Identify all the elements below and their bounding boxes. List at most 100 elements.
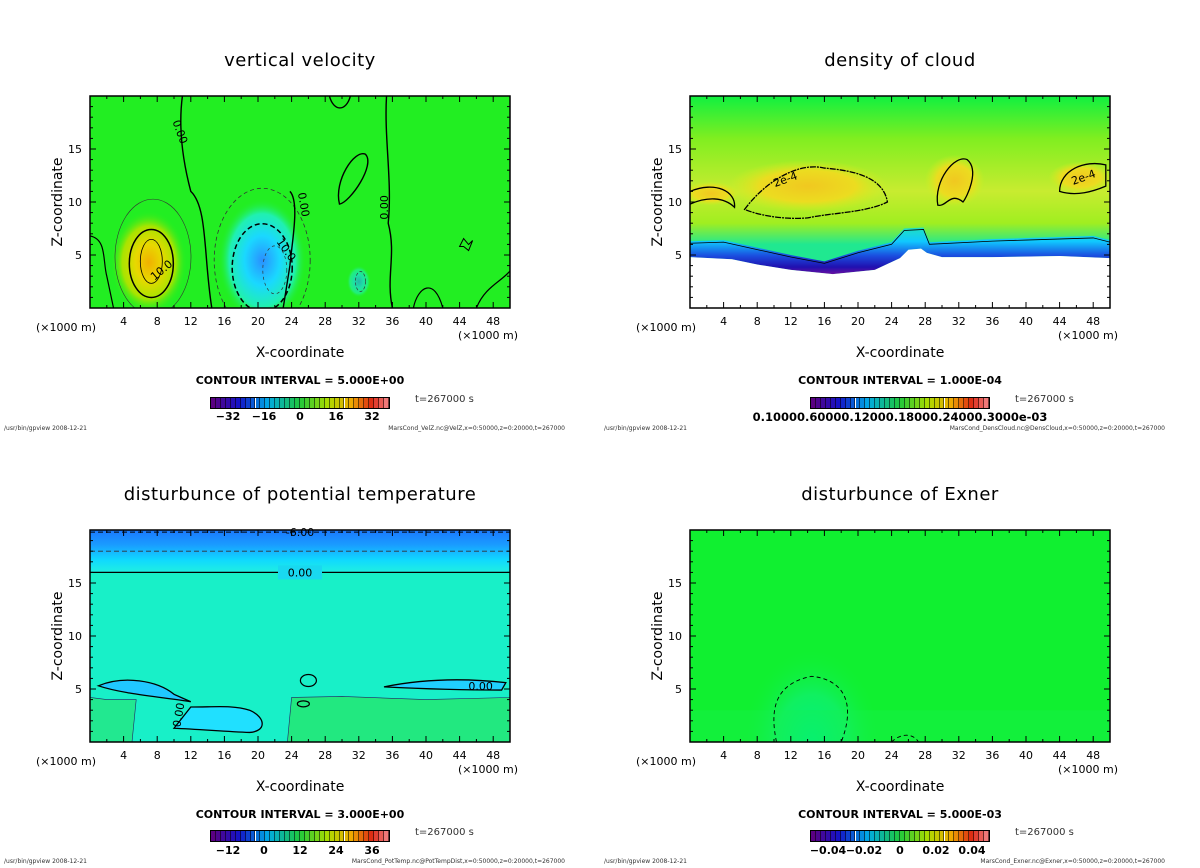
- plot-area: 0.00-6.000.000.004 8 12 16 20 24 28 32 36 40 44 485…: [36, 526, 518, 795]
- colorbar-swatch: [919, 831, 925, 841]
- colorbar-tick-label: 12: [292, 844, 308, 857]
- colorbar-swatch: [384, 831, 389, 841]
- time-label: t=267000 s: [1015, 827, 1074, 838]
- contour-line: [458, 237, 474, 252]
- colorbar-swatch: [319, 831, 325, 841]
- colorbar-swatch: [811, 398, 816, 408]
- plot-frame: [89, 529, 511, 743]
- colorbar-swatch: [250, 398, 256, 408]
- x-tick-label: 28: [918, 749, 932, 762]
- colorbar-swatch: [225, 831, 231, 841]
- plot-area: 2e-4 2e-44 8 12 16 20 24 28 32 36 40 44 4851015(×100…: [636, 95, 1118, 361]
- x-tick-label: 36: [985, 749, 999, 762]
- contour-line: [385, 96, 394, 308]
- contour-line: [328, 96, 352, 109]
- x-tick-label: 40: [1019, 749, 1033, 762]
- y-tick-label: 10: [68, 196, 82, 209]
- colorbar-swatch: [339, 398, 345, 408]
- colorbar-tick-label: 24: [328, 844, 344, 857]
- x-tick-label: 32: [352, 315, 366, 328]
- contour-line: [1058, 163, 1107, 195]
- colorbar-swatch: [845, 831, 851, 841]
- colorbar-swatch: [890, 398, 896, 408]
- colorbar-swatch: [944, 831, 950, 841]
- x-axis-label: X-coordinate: [256, 779, 345, 795]
- y-tick-label: 5: [75, 683, 82, 696]
- colorbar-swatch: [329, 398, 335, 408]
- colorbar-swatch: [349, 398, 355, 408]
- colorbar-swatch: [904, 398, 910, 408]
- colorbar-swatch: [265, 398, 271, 408]
- colorbar-tick-label: −12: [215, 844, 241, 857]
- colorbar-swatch: [939, 831, 945, 841]
- colorbar-swatch: [939, 398, 945, 408]
- colorbar-swatch: [895, 831, 900, 841]
- colorbar-swatch: [974, 831, 980, 841]
- x-tick-label: 16: [817, 749, 831, 762]
- colorbar: [810, 830, 990, 842]
- colorbar-swatch: [880, 398, 886, 408]
- colorbar: [210, 830, 390, 842]
- x-tick-label: 24: [885, 315, 899, 328]
- x-tick-label: 20: [851, 749, 865, 762]
- x-axis-label: X-coordinate: [256, 345, 345, 361]
- colorbar-swatch: [825, 398, 831, 408]
- colorbar-swatch: [835, 398, 841, 408]
- colorbar-tick-label: −0.02: [845, 844, 883, 857]
- contour-interval: CONTOUR INTERVAL = 1.000E-04: [798, 374, 1002, 387]
- colorbar-swatch: [230, 398, 236, 408]
- x-tick-label: 12: [784, 315, 798, 328]
- colorbar-swatch: [260, 831, 266, 841]
- x-tick-label: 40: [419, 749, 433, 762]
- contour-line: [287, 696, 510, 742]
- colorbar-swatch: [369, 831, 375, 841]
- colorbar-tick-string: 0.10000.60000.12000.18000.24000.3000e-03: [752, 410, 1048, 424]
- colorbar-swatch: [349, 831, 355, 841]
- surface-layer: [690, 710, 1110, 742]
- colorbar-swatch: [815, 831, 821, 841]
- colorbar-swatch: [280, 831, 286, 841]
- colorbar-swatch: [959, 398, 965, 408]
- heatmap: [90, 96, 510, 308]
- contour-line: [139, 238, 163, 284]
- time-label: t=267000 s: [415, 394, 474, 405]
- colorbar-swatch: [909, 398, 915, 408]
- x-tick-label: 44: [1053, 749, 1067, 762]
- time-label: t=267000 s: [415, 827, 474, 838]
- y-tick-label: 5: [675, 249, 682, 262]
- colorbar-swatch: [374, 398, 380, 408]
- colorbar-swatch: [270, 831, 276, 841]
- colorbar-swatch: [830, 831, 836, 841]
- colorbar-swatch: [334, 831, 340, 841]
- x-tick-label: 4: [120, 315, 127, 328]
- colorbar-swatch: [245, 398, 251, 408]
- colorbar-swatch: [300, 831, 305, 841]
- colorbar-swatch: [354, 398, 360, 408]
- cloud-base-band: [690, 227, 1110, 275]
- x-tick-label: 8: [754, 749, 761, 762]
- colorbar-swatch: [354, 831, 360, 841]
- x-tick-label: 48: [1086, 749, 1100, 762]
- colorbar-swatch: [860, 831, 866, 841]
- contour-interval: CONTOUR INTERVAL = 5.000E-03: [798, 808, 1002, 821]
- colorbar-swatch: [875, 831, 881, 841]
- contour-label: 0.00: [378, 195, 391, 220]
- x-tick-label: 24: [885, 749, 899, 762]
- x-unit-right: (×1000 m): [458, 763, 518, 776]
- colorbar-swatch: [850, 398, 856, 408]
- colorbar-swatch: [949, 831, 955, 841]
- x-unit-left: (×1000 m): [36, 321, 96, 334]
- colorbar-swatch: [314, 831, 320, 841]
- colorbar-swatch: [934, 398, 940, 408]
- x-tick-label: 20: [251, 749, 265, 762]
- colorbar-swatch: [275, 398, 281, 408]
- cloud-free-region: [690, 248, 1110, 308]
- colorbar-swatch: [285, 398, 291, 408]
- x-tick-label: 24: [285, 315, 299, 328]
- footer-left: /usr/bin/gpview 2008-12-21: [604, 425, 687, 432]
- y-tick-label: 15: [668, 577, 682, 590]
- heatmap: [690, 530, 1110, 742]
- colorbar-swatch: [379, 831, 385, 841]
- colorbar-swatch: [964, 398, 970, 408]
- colorbar-swatch: [240, 398, 246, 408]
